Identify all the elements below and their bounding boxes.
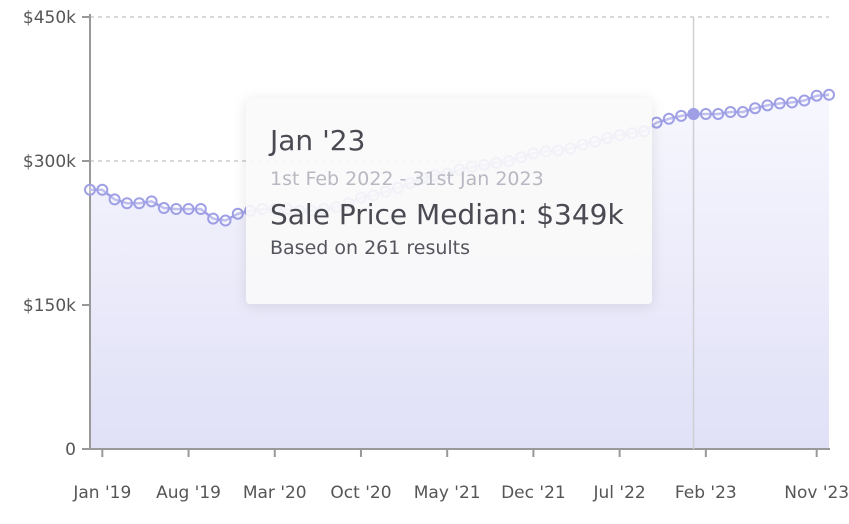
data-point xyxy=(96,183,109,196)
data-point xyxy=(145,195,158,208)
data-point xyxy=(724,106,737,119)
x-tick-label: Feb '23 xyxy=(675,483,737,503)
y-tick-label: $150k xyxy=(23,296,76,316)
tooltip: Jan '23 1st Feb 2022 - 31st Jan 2023 Sal… xyxy=(246,98,652,304)
axes xyxy=(82,14,830,457)
data-point xyxy=(207,212,220,225)
tick-labels: $450k $300k $150k 0 Jan '19 Aug '19 Mar '20 Oct… xyxy=(23,8,849,503)
data-point xyxy=(712,107,725,120)
x-tick-label: Oct '20 xyxy=(330,483,391,503)
data-point xyxy=(736,106,749,119)
x-tick-label: Aug '19 xyxy=(156,483,221,503)
data-point xyxy=(650,116,663,129)
tooltip-title: Jan '23 xyxy=(270,124,366,157)
data-point xyxy=(773,97,786,110)
data-point xyxy=(219,214,232,227)
data-point xyxy=(675,109,688,122)
data-point xyxy=(231,207,244,220)
tooltip-value: Sale Price Median: $349k xyxy=(270,197,624,231)
data-point xyxy=(749,102,762,115)
x-tick-label: Jul '22 xyxy=(592,483,645,503)
data-point xyxy=(798,94,811,107)
data-point xyxy=(823,88,835,101)
data-point xyxy=(133,197,146,210)
data-point xyxy=(170,203,183,215)
data-point xyxy=(810,89,823,102)
data-point xyxy=(662,112,675,125)
x-tick-label: May '21 xyxy=(414,483,481,503)
y-tick-label: $450k xyxy=(23,8,76,28)
data-point xyxy=(194,203,207,215)
data-point xyxy=(786,96,799,109)
data-point xyxy=(761,99,774,112)
hover-point xyxy=(687,107,700,120)
data-point xyxy=(699,107,712,120)
x-tick-label: Dec '21 xyxy=(501,483,566,503)
y-tick-label: $300k xyxy=(23,152,76,172)
data-point xyxy=(182,203,195,215)
hover-marker[interactable] xyxy=(687,17,700,449)
x-tick-label: Jan '19 xyxy=(72,483,131,503)
x-tick-label: Nov '23 xyxy=(784,483,849,503)
data-point xyxy=(108,193,121,206)
tooltip-date-range: 1st Feb 2022 - 31st Jan 2023 xyxy=(270,167,544,190)
x-tick-label: Mar '20 xyxy=(243,483,307,503)
y-tick-label: 0 xyxy=(65,440,76,460)
data-point xyxy=(157,202,170,215)
data-point xyxy=(120,197,133,210)
tooltip-result-count: Based on 261 results xyxy=(270,237,471,260)
data-point xyxy=(84,183,96,196)
